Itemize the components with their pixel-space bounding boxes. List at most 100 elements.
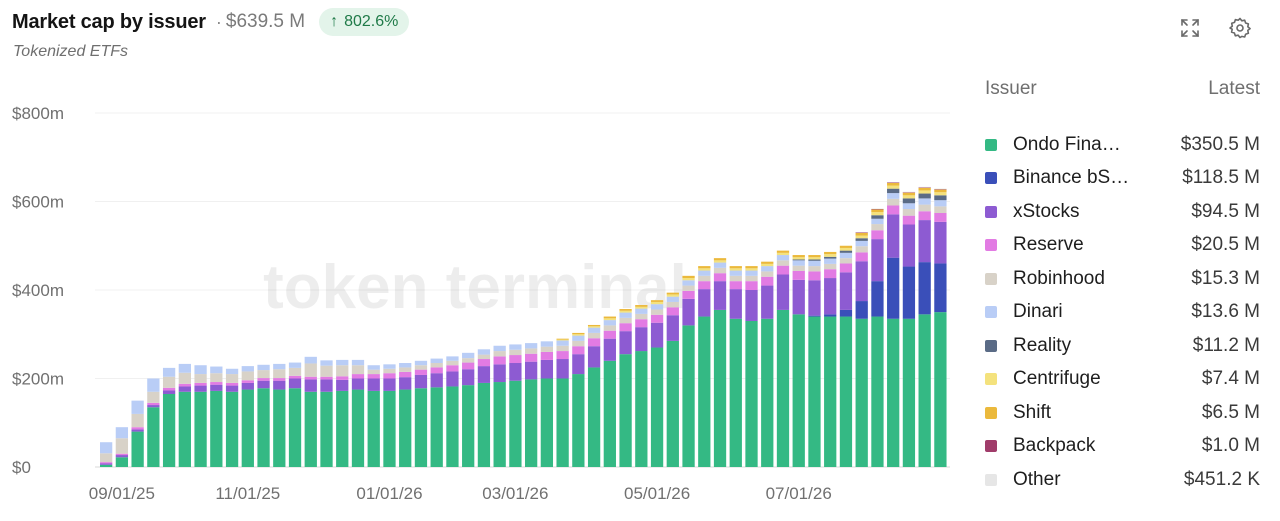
- bar-stack[interactable]: [414, 360, 428, 468]
- expand-icon[interactable]: [1178, 16, 1202, 40]
- bar-stack[interactable]: [273, 363, 286, 467]
- bar-stack[interactable]: [162, 367, 176, 467]
- bar-stack[interactable]: [399, 363, 412, 467]
- bar-stack[interactable]: [131, 400, 144, 467]
- bar-stack[interactable]: [698, 266, 711, 467]
- bar-stack[interactable]: [178, 363, 191, 467]
- legend-item[interactable]: Other $451.2 K: [985, 463, 1260, 497]
- bar-stack[interactable]: [115, 427, 129, 467]
- legend-item[interactable]: xStocks $94.5 M: [985, 195, 1260, 229]
- bar-stack[interactable]: [729, 266, 742, 467]
- bar-stack[interactable]: [241, 366, 254, 467]
- bar-stack[interactable]: [383, 364, 396, 467]
- bar-stack[interactable]: [100, 442, 113, 467]
- bar-segment: [808, 266, 821, 272]
- bar-stack[interactable]: [619, 309, 632, 467]
- bar-segment: [556, 345, 569, 352]
- bar-stack[interactable]: [572, 332, 585, 467]
- bar-stack[interactable]: [666, 292, 679, 467]
- bar-stack[interactable]: [304, 356, 317, 467]
- bar-segment: [257, 388, 270, 468]
- settings-gear-icon[interactable]: [1228, 16, 1252, 40]
- legend-item[interactable]: Reserve $20.5 M: [985, 229, 1260, 263]
- bar-stack[interactable]: [430, 358, 443, 467]
- bar-stack[interactable]: [225, 368, 239, 467]
- bar-stack[interactable]: [462, 352, 475, 467]
- bar-segment: [902, 209, 916, 216]
- bar-stack[interactable]: [682, 275, 695, 467]
- bar-stack[interactable]: [839, 245, 853, 467]
- bar-segment: [178, 383, 191, 387]
- bar-stack[interactable]: [934, 188, 947, 468]
- bar-stack[interactable]: [713, 258, 727, 467]
- bar-stack[interactable]: [493, 345, 506, 467]
- bar-stack[interactable]: [824, 251, 837, 467]
- bar-segment: [462, 352, 475, 359]
- bar-stack[interactable]: [603, 316, 616, 467]
- bar-stack[interactable]: [194, 365, 207, 467]
- bar-segment: [666, 315, 679, 341]
- bar-stack[interactable]: [210, 366, 223, 467]
- bar-stack[interactable]: [540, 341, 554, 467]
- bar-segment: [887, 205, 900, 215]
- bar-stack[interactable]: [367, 365, 380, 467]
- bar-segment: [902, 192, 916, 193]
- bar-stack[interactable]: [351, 359, 365, 467]
- legend-item[interactable]: Dinari $13.6 M: [985, 296, 1260, 330]
- bar-stack[interactable]: [446, 356, 459, 467]
- bar-stack[interactable]: [477, 349, 491, 468]
- bar-segment: [572, 340, 585, 347]
- bar-stack[interactable]: [320, 360, 333, 467]
- bar-segment: [399, 371, 412, 378]
- legend-item[interactable]: Reality $11.2 M: [985, 329, 1260, 363]
- separator-dot: ·: [215, 11, 222, 32]
- bar-stack[interactable]: [887, 182, 900, 467]
- legend-item[interactable]: Centrifuge $7.4 M: [985, 363, 1260, 397]
- bar-stack[interactable]: [792, 255, 805, 467]
- bar-segment: [761, 285, 774, 319]
- bar-segment: [666, 294, 679, 297]
- bar-stack[interactable]: [902, 191, 916, 467]
- bar-stack[interactable]: [147, 378, 160, 468]
- bar-segment: [839, 252, 853, 259]
- legend-swatch: [985, 473, 997, 486]
- legend-item-value: $11.2 M: [1192, 334, 1260, 356]
- bar-segment: [902, 266, 916, 319]
- bar-stack[interactable]: [556, 338, 569, 467]
- bar-stack[interactable]: [509, 344, 522, 467]
- bar-stack[interactable]: [288, 362, 302, 468]
- bar-stack[interactable]: [336, 359, 349, 467]
- bar-segment: [587, 338, 601, 347]
- change-badge: ↑ 802.6%: [319, 8, 410, 36]
- bar-stack[interactable]: [525, 343, 538, 467]
- bar-segment: [792, 257, 805, 260]
- legend-item[interactable]: Ondo Fina… $350.5 M: [985, 128, 1260, 162]
- bar-segment: [603, 338, 616, 361]
- bar-stack[interactable]: [918, 186, 931, 467]
- bar-stack[interactable]: [650, 300, 664, 467]
- bar-stack[interactable]: [745, 266, 758, 467]
- bar-segment: [225, 382, 239, 386]
- legend-item[interactable]: Robinhood $15.3 M: [985, 262, 1260, 296]
- bar-stack[interactable]: [761, 261, 774, 467]
- bar-segment: [619, 309, 632, 311]
- bar-stack[interactable]: [635, 305, 648, 467]
- legend-item[interactable]: Backpack $1.0 M: [985, 430, 1260, 464]
- bar-segment: [871, 212, 884, 216]
- bar-stack[interactable]: [855, 232, 868, 467]
- bar-segment: [761, 318, 774, 467]
- bar-stack[interactable]: [871, 208, 884, 467]
- bar-stack[interactable]: [587, 324, 601, 467]
- bar-segment: [587, 367, 601, 467]
- bar-segment: [273, 378, 286, 381]
- legend-item[interactable]: Binance bS… $118.5 M: [985, 162, 1260, 196]
- bar-segment: [383, 368, 396, 374]
- bar-stack[interactable]: [808, 255, 821, 467]
- legend-item[interactable]: Shift $6.5 M: [985, 396, 1260, 430]
- legend-item-value: $13.6 M: [1191, 301, 1260, 323]
- bar-stack[interactable]: [776, 250, 790, 467]
- bar-segment: [273, 369, 286, 379]
- bar-segment: [887, 318, 900, 467]
- bar-stack[interactable]: [257, 364, 270, 468]
- bar-segment: [572, 334, 585, 336]
